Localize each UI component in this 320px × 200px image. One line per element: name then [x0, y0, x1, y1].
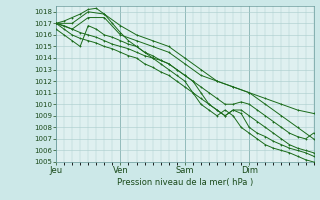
X-axis label: Pression niveau de la mer( hPa ): Pression niveau de la mer( hPa )	[117, 178, 253, 187]
